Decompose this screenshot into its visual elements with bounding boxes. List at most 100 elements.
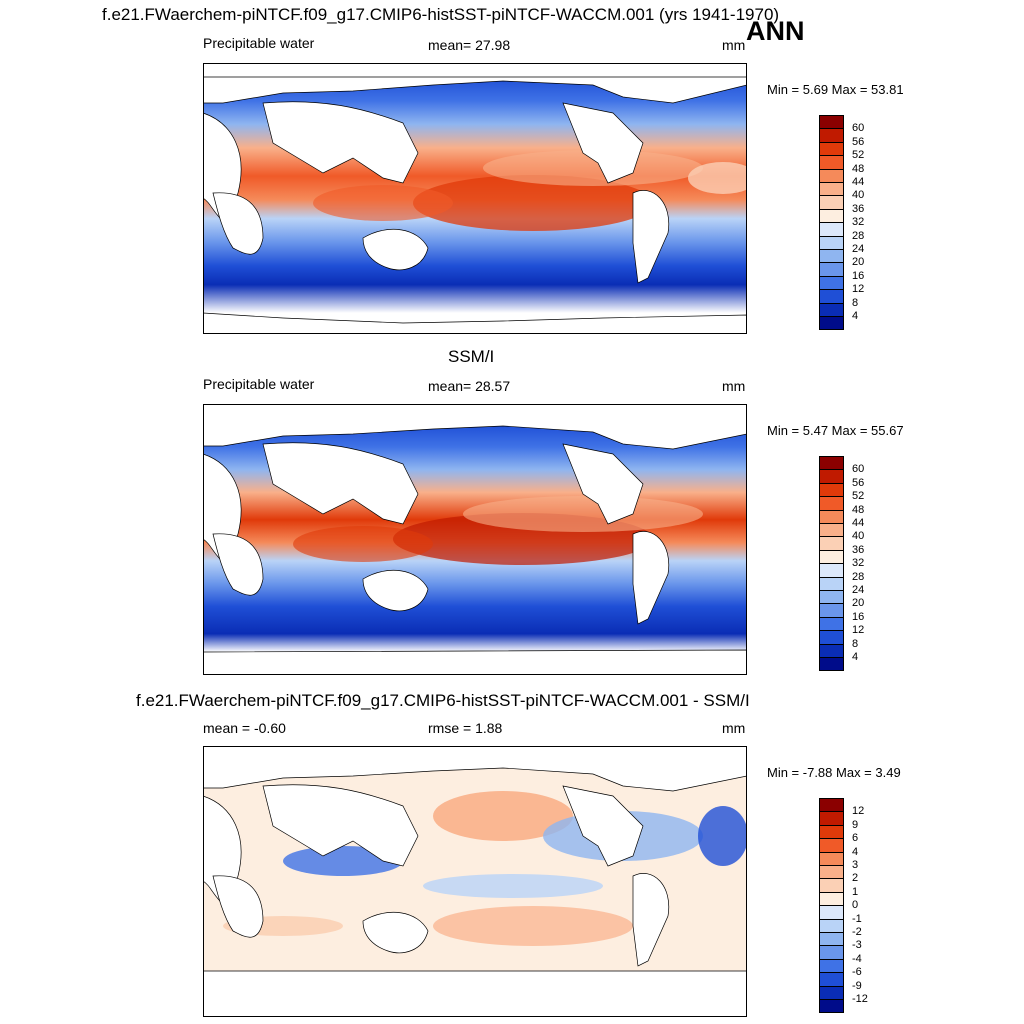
obs-colorbar-label: 12: [852, 624, 865, 637]
obs-colorbar-box: [819, 456, 844, 471]
panel-diff-colorbar: 12 9 6 4 3 2 1 0 -1 -2 -3 -4 -6 -9 -12: [819, 798, 899, 1014]
diff-colorbar-box: [819, 838, 844, 853]
diff-colorbar-box: [819, 878, 844, 893]
diff-colorbar-box: [819, 905, 844, 920]
diff-colorbar-box: [819, 824, 844, 840]
model-colorbar-label: 36: [852, 202, 865, 215]
panel-diff-rmse-label: rmse = 1.88: [428, 720, 503, 736]
model-colorbar-label: 20: [852, 256, 865, 269]
panel-obs-map: [203, 404, 747, 675]
obs-colorbar-box: [819, 590, 844, 605]
model-colorbar-label: 60: [852, 122, 865, 135]
panel-obs-field-label: Precipitable water: [203, 376, 315, 392]
diff-colorbar-box: [819, 865, 844, 880]
model-colorbar-label: 48: [852, 162, 865, 175]
diff-colorbar-box: [819, 958, 844, 974]
model-colorbar-box: [819, 182, 844, 197]
model-map-svg: [203, 63, 747, 334]
obs-colorbar-label: 8: [852, 637, 859, 650]
model-colorbar-box: [819, 262, 844, 277]
diff-colorbar-box: [819, 945, 844, 960]
panel-diff-mean-label: mean = -0.60: [203, 720, 286, 736]
model-colorbar-label: 40: [852, 189, 865, 202]
model-colorbar-box: [819, 275, 844, 291]
obs-colorbar-box: [819, 469, 844, 484]
model-colorbar-label: 28: [852, 229, 865, 242]
diff-colorbar-box: [819, 985, 844, 1000]
model-colorbar-label: 52: [852, 149, 865, 162]
panel-model-map: [203, 63, 747, 334]
diff-colorbar-label: -2: [852, 926, 862, 938]
model-colorbar-label: 16: [852, 269, 865, 282]
obs-colorbar-label: 60: [852, 463, 865, 476]
season-label: ANN: [746, 16, 805, 46]
diff-colorbar-box: [819, 851, 844, 866]
diff-colorbar-label: -4: [852, 952, 862, 965]
diff-colorbar-label: -1: [852, 912, 862, 925]
model-colorbar-label: 44: [852, 176, 865, 188]
model-colorbar-box: [819, 128, 844, 143]
panel-diff-map: [203, 746, 747, 1017]
diff-colorbar-label: 2: [852, 872, 859, 885]
obs-colorbar-box: [819, 616, 844, 632]
panel-diff-units-label: mm: [722, 720, 746, 736]
diff-colorbar-label: -12: [852, 993, 868, 1005]
panel-obs-minmax: Min = 5.47 Max = 55.67: [767, 423, 904, 438]
panel-obs-units-label: mm: [722, 378, 746, 394]
obs-colorbar-box: [819, 482, 844, 498]
obs-colorbar-label: 40: [852, 530, 865, 543]
diff-colorbar-label: -3: [852, 939, 862, 952]
obs-colorbar-box: [819, 603, 844, 618]
diff-colorbar-label: 4: [852, 845, 859, 858]
model-colorbar-label: 8: [852, 296, 859, 309]
main-title: f.e21.FWaerchem-piNTCF.f09_g17.CMIP6-his…: [102, 5, 780, 24]
diff-map-svg: [203, 746, 747, 1017]
panel-model-colorbar: 60 56 52 48 44 40 36 32 28 24 20 16 12 8 4: [819, 115, 899, 331]
diff-colorbar-box: [819, 932, 844, 947]
diff-colorbar-label: 6: [852, 832, 859, 845]
model-colorbar-box: [819, 249, 844, 264]
model-colorbar-box: [819, 302, 844, 317]
diff-colorbar-box: [819, 798, 844, 813]
model-colorbar-label: 24: [852, 243, 865, 255]
model-colorbar-box: [819, 289, 844, 304]
obs-colorbar-label: 16: [852, 610, 865, 623]
model-colorbar-label: 56: [852, 135, 865, 148]
panel-diff-title: f.e21.FWaerchem-piNTCF.f09_g17.CMIP6-his…: [136, 691, 750, 710]
model-colorbar-box: [819, 235, 844, 250]
obs-colorbar-label: 32: [852, 557, 865, 570]
diff-colorbar-label: 0: [852, 899, 859, 912]
panel-model-units-label: mm: [722, 37, 746, 53]
diff-colorbar-label: -9: [852, 979, 862, 992]
panel-model-field-label: Precipitable water: [203, 35, 315, 51]
model-colorbar-box: [819, 195, 844, 210]
obs-colorbar-box: [819, 630, 844, 645]
obs-colorbar-box: [819, 549, 844, 565]
obs-colorbar-label: 28: [852, 570, 865, 583]
model-colorbar-box: [819, 141, 844, 157]
model-colorbar-box: [819, 168, 844, 183]
diff-colorbar-box: [819, 918, 844, 933]
diff-colorbar-label: -6: [852, 966, 862, 979]
diff-colorbar-box: [819, 999, 844, 1014]
obs-colorbar-box: [819, 496, 844, 511]
model-colorbar-box: [819, 222, 844, 237]
obs-colorbar-box: [819, 523, 844, 538]
obs-colorbar-box: [819, 509, 844, 524]
model-colorbar-label: 4: [852, 310, 859, 322]
obs-colorbar-box: [819, 576, 844, 591]
model-colorbar-box: [819, 208, 844, 224]
diff-colorbar-label: 12: [852, 805, 865, 818]
panel-obs-title: SSM/I: [448, 347, 495, 366]
obs-colorbar-label: 56: [852, 476, 865, 489]
diff-colorbar-label: 1: [852, 885, 859, 898]
diff-colorbar-label: 9: [852, 818, 859, 831]
diff-colorbar-label: 3: [852, 859, 859, 871]
model-colorbar-box: [819, 155, 844, 170]
obs-colorbar-label: 52: [852, 490, 865, 503]
model-colorbar-label: 32: [852, 216, 865, 229]
diff-colorbar-box: [819, 811, 844, 826]
panel-diff-minmax: Min = -7.88 Max = 3.49: [767, 765, 901, 780]
obs-colorbar-label: 48: [852, 503, 865, 516]
panel-model-mean-label: mean= 27.98: [428, 37, 511, 53]
